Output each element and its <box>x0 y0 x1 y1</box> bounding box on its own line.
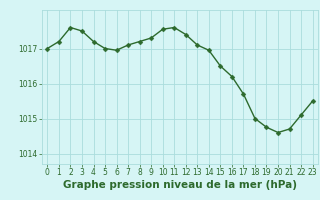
X-axis label: Graphe pression niveau de la mer (hPa): Graphe pression niveau de la mer (hPa) <box>63 180 297 190</box>
